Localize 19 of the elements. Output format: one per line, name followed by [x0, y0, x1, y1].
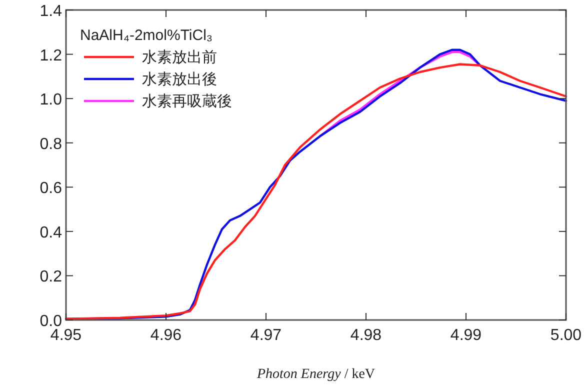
- y-tick-label: 0.6: [40, 180, 62, 198]
- x-tick-label: 4.97: [250, 327, 282, 344]
- x-tick-label: 4.99: [450, 327, 482, 344]
- y-tick-label: 1.2: [40, 47, 62, 64]
- y-tick-label: 1.4: [40, 3, 62, 20]
- legend-label: 水素再吸蔵後: [142, 93, 232, 110]
- y-tick-label: 0.4: [40, 224, 62, 242]
- x-tick-label: 4.98: [350, 327, 382, 344]
- x-tick-label: 5.00: [550, 327, 582, 344]
- legend-label: 水素放出前: [142, 49, 217, 66]
- y-tick-label: 1.0: [40, 92, 62, 109]
- x-tick-label: 4.96: [150, 327, 182, 344]
- y-tick-label: 0.0: [40, 313, 62, 330]
- y-tick-label: 0.8: [40, 136, 62, 153]
- x-axis-title: Photon Energy / keV: [256, 367, 376, 382]
- y-tick-label: 0.2: [40, 268, 62, 286]
- legend-label: 水素放出後: [142, 71, 217, 88]
- x-tick-label: 4.95: [50, 327, 82, 344]
- legend-title: NaAlH₄-2mol%TiCl₃: [80, 27, 213, 44]
